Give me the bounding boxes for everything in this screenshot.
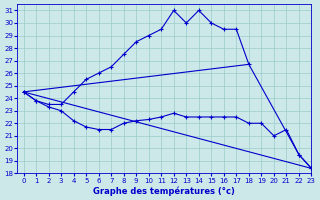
X-axis label: Graphe des températures (°c): Graphe des températures (°c) [93,186,235,196]
